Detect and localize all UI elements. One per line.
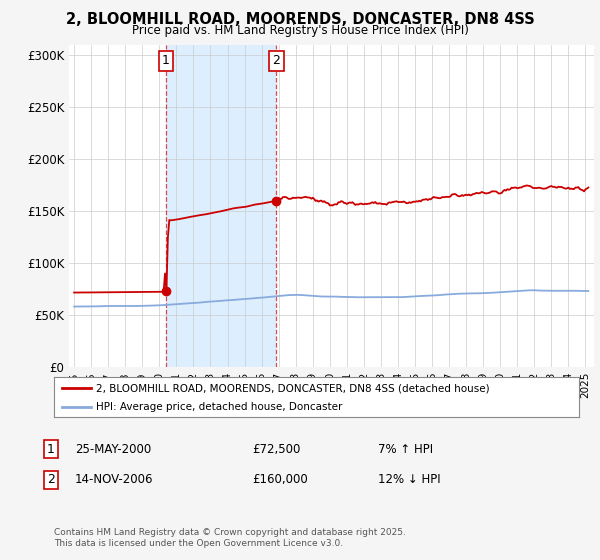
- Text: 14-NOV-2006: 14-NOV-2006: [75, 473, 154, 487]
- Text: 2: 2: [47, 473, 55, 487]
- Text: 2, BLOOMHILL ROAD, MOORENDS, DONCASTER, DN8 4SS: 2, BLOOMHILL ROAD, MOORENDS, DONCASTER, …: [65, 12, 535, 27]
- Text: 12% ↓ HPI: 12% ↓ HPI: [378, 473, 440, 487]
- Text: Price paid vs. HM Land Registry's House Price Index (HPI): Price paid vs. HM Land Registry's House …: [131, 24, 469, 36]
- Text: Contains HM Land Registry data © Crown copyright and database right 2025.
This d: Contains HM Land Registry data © Crown c…: [54, 528, 406, 548]
- Bar: [166, 45, 277, 367]
- Text: 1: 1: [47, 442, 55, 456]
- Text: HPI: Average price, detached house, Doncaster: HPI: Average price, detached house, Donc…: [96, 402, 343, 412]
- Text: 2, BLOOMHILL ROAD, MOORENDS, DONCASTER, DN8 4SS (detached house): 2, BLOOMHILL ROAD, MOORENDS, DONCASTER, …: [96, 383, 490, 393]
- Text: £160,000: £160,000: [252, 473, 308, 487]
- Text: 7% ↑ HPI: 7% ↑ HPI: [378, 442, 433, 456]
- Text: 25-MAY-2000: 25-MAY-2000: [75, 442, 151, 456]
- Text: 2: 2: [272, 54, 280, 67]
- Text: £72,500: £72,500: [252, 442, 301, 456]
- Text: 1: 1: [162, 54, 170, 67]
